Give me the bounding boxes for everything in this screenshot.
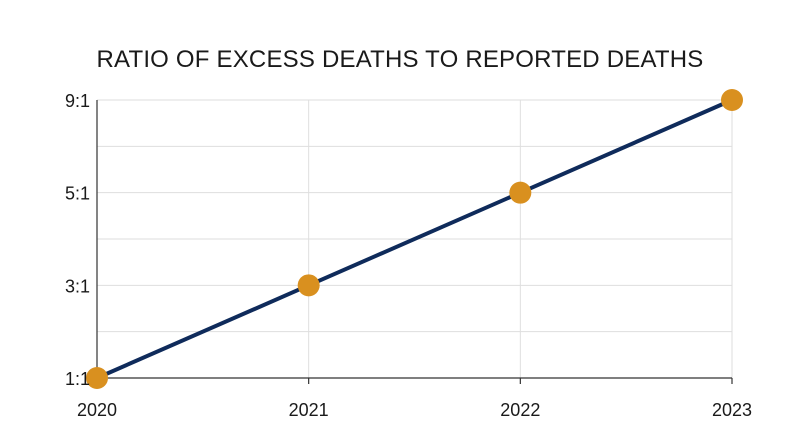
y-axis-tick-labels: 1:1 3:1 5:1 9:1 (65, 91, 90, 389)
x-tick-label: 2021 (289, 400, 329, 420)
series-line (95, 98, 734, 380)
y-tick-label: 3:1 (65, 276, 90, 296)
x-axis-tick-labels: 2020 2021 2022 2023 (77, 400, 752, 420)
y-tick-label: 9:1 (65, 91, 90, 111)
y-tick-label: 1:1 (65, 369, 90, 389)
data-point-2020 (86, 367, 108, 389)
data-point-2022 (509, 181, 532, 204)
data-point-2023 (721, 89, 743, 111)
chart-title: RATIO OF EXCESS DEATHS TO REPORTED DEATH… (96, 46, 704, 73)
data-point-2021 (297, 274, 320, 297)
y-tick-label: 5:1 (65, 184, 90, 204)
x-tick-label: 2020 (77, 400, 117, 420)
series-ratio (86, 89, 743, 389)
x-tick-label: 2022 (500, 400, 540, 420)
x-tick-label: 2023 (712, 400, 752, 420)
